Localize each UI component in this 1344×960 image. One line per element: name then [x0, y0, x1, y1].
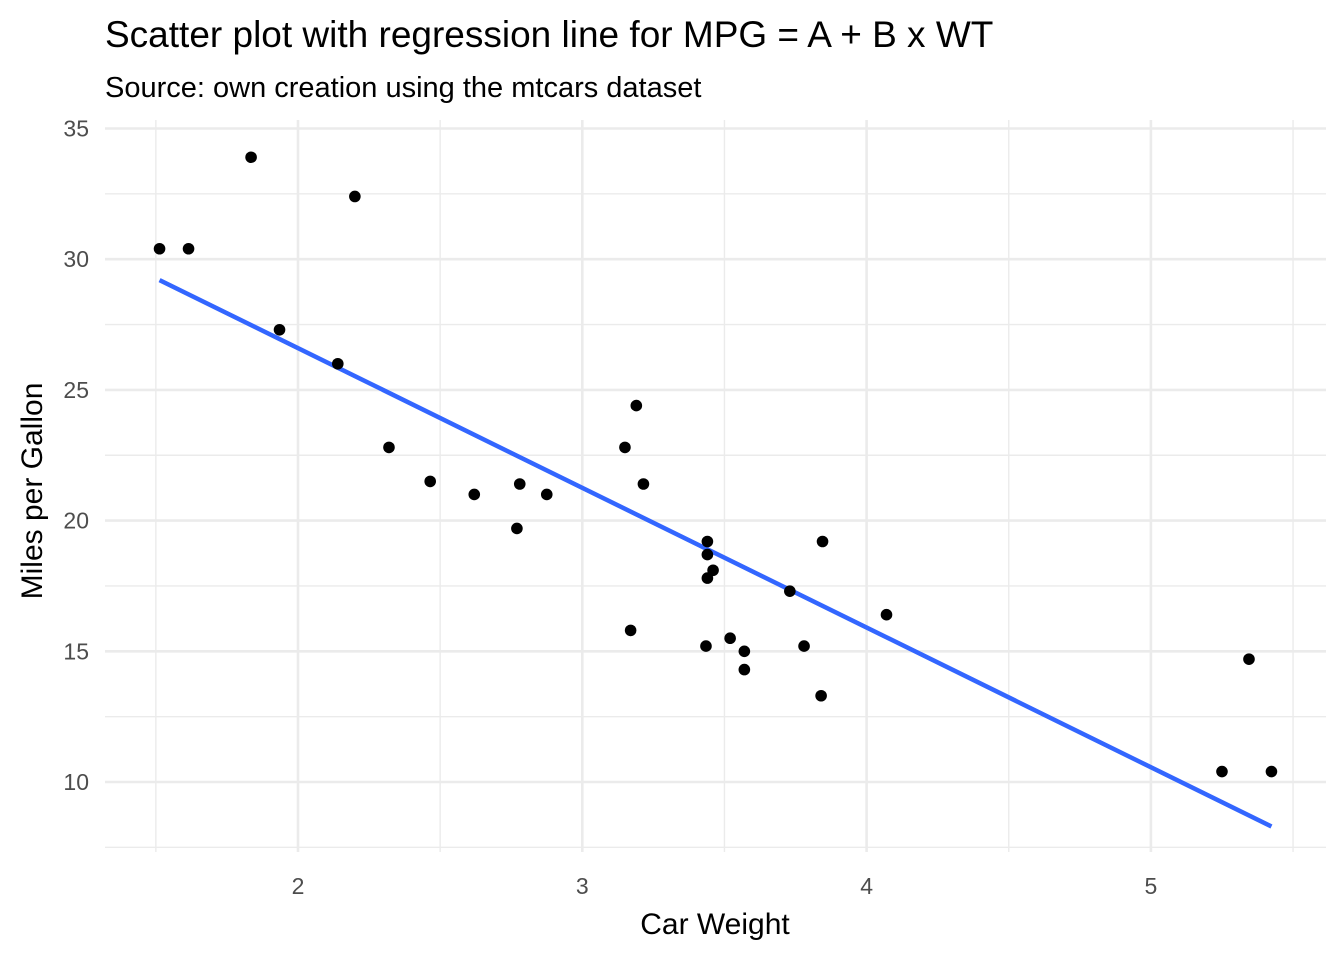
- data-point: [1243, 653, 1255, 665]
- y-tick-label: 35: [63, 116, 89, 142]
- chart-subtitle: Source: own creation using the mtcars da…: [105, 72, 701, 104]
- data-point: [332, 357, 344, 370]
- data-point: [738, 645, 751, 658]
- x-tick-label: 3: [576, 873, 589, 899]
- data-point: [182, 242, 195, 255]
- y-axis-title: Miles per Gallon: [16, 383, 49, 600]
- data-point: [1216, 765, 1228, 778]
- data-point: [349, 190, 361, 203]
- data-points: [153, 151, 1278, 778]
- data-point: [701, 535, 714, 548]
- x-tick-label: 5: [1145, 873, 1158, 899]
- data-point: [724, 632, 736, 645]
- data-point: [798, 640, 810, 652]
- data-point: [540, 488, 553, 501]
- data-point: [424, 475, 436, 488]
- y-tick-label: 30: [63, 246, 89, 272]
- data-point: [738, 663, 751, 676]
- data-point: [245, 151, 257, 164]
- data-point: [153, 242, 166, 255]
- x-axis-tick-labels: 2 3 4 5: [292, 873, 1158, 899]
- x-tick-label: 4: [860, 873, 873, 899]
- data-point: [1265, 765, 1278, 778]
- y-axis-tick-labels: 10 15 20 25 30 35: [63, 116, 89, 796]
- minor-gridlines: [105, 120, 1326, 852]
- data-point: [815, 689, 827, 702]
- major-gridlines: [105, 120, 1326, 852]
- data-point: [468, 488, 481, 501]
- x-axis-title: Car Weight: [640, 908, 790, 941]
- data-point: [637, 478, 650, 490]
- y-tick-label: 15: [63, 638, 89, 664]
- data-point: [701, 548, 714, 561]
- y-tick-label: 10: [63, 769, 89, 795]
- data-point: [630, 399, 643, 412]
- data-point: [880, 608, 893, 621]
- data-point: [816, 535, 829, 548]
- y-tick-label: 25: [63, 377, 89, 403]
- x-tick-label: 2: [292, 873, 305, 899]
- y-tick-label: 20: [63, 508, 89, 534]
- regression-line-group: [158, 278, 1273, 829]
- data-point: [700, 640, 712, 652]
- data-point: [383, 441, 395, 454]
- data-point: [273, 323, 286, 336]
- chart-title: Scatter plot with regression line for MP…: [105, 14, 993, 55]
- data-point: [513, 478, 526, 490]
- data-point: [619, 441, 631, 454]
- data-point: [784, 585, 796, 597]
- regression-line: [158, 278, 1273, 829]
- data-point: [511, 522, 523, 535]
- data-point: [624, 624, 637, 637]
- data-point: [701, 572, 714, 584]
